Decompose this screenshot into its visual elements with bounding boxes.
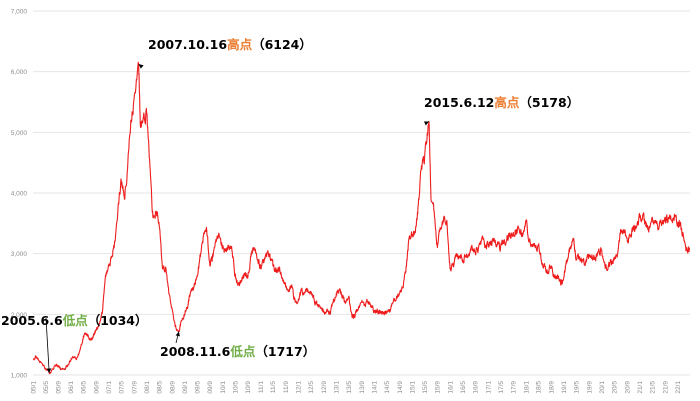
annotation-high: 2015.6.12高点（5178） <box>423 95 579 126</box>
annotation-kind: 低点 <box>62 313 89 328</box>
x-tick-label: 05/9 <box>56 381 63 394</box>
x-tick-label: 10/9 <box>245 381 252 394</box>
x-tick-label: 15/1 <box>409 381 416 394</box>
x-tick-label: 13/9 <box>359 381 366 394</box>
y-tick-label: 7,000 <box>11 9 28 16</box>
x-tick-label: 22/1 <box>675 381 682 394</box>
annotation-label: 2015.6.12高点（5178） <box>424 95 579 110</box>
annotation-kind: 高点 <box>227 37 253 52</box>
x-tick-label: 05/1 <box>30 381 37 394</box>
annotation-date: 2007.10.16 <box>148 37 227 52</box>
annotation-kind: 低点 <box>229 344 256 359</box>
x-tick-label: 05/5 <box>43 381 50 394</box>
y-tick-label: 1,000 <box>11 373 28 380</box>
x-tick-label: 07/9 <box>131 381 138 394</box>
x-tick-label: 21/5 <box>650 381 657 394</box>
annotations: 2005.6.6低点（1034）2007.10.16高点（6124）2008.1… <box>1 37 579 373</box>
annotation-value: （6124） <box>252 37 312 52</box>
annotation-label: 2008.11.6低点（1717） <box>160 344 315 359</box>
annotation-arrowhead <box>138 64 144 69</box>
x-tick-label: 14/9 <box>397 381 404 394</box>
x-axis-tick-labels: 05/1 05/5 05/9 06/1 06/5 06/9 07/1 07/5 07/9 08/1… <box>30 381 682 394</box>
x-tick-label: 16/1 <box>447 381 454 394</box>
x-tick-label: 09/9 <box>207 381 214 394</box>
x-tick-label: 06/9 <box>93 381 100 394</box>
x-tick-label: 16/5 <box>460 381 467 394</box>
annotation-value: （1717） <box>255 344 315 359</box>
x-tick-label: 17/1 <box>485 381 492 394</box>
y-tick-label: 3,000 <box>11 251 28 258</box>
y-axis-tick-labels: 1,000 2,000 3,000 4,000 5,000 6,000 7,000 <box>11 9 28 380</box>
x-tick-label: 06/1 <box>68 381 75 394</box>
annotation-date: 2008.11.6 <box>160 344 231 359</box>
x-tick-label: 08/5 <box>157 381 164 394</box>
y-tick-label: 5,000 <box>11 130 28 137</box>
x-tick-label: 20/9 <box>624 381 631 394</box>
series-layer <box>32 61 691 375</box>
annotation-kind: 高点 <box>494 95 520 110</box>
x-tick-label: 21/9 <box>662 381 669 394</box>
x-tick-label: 11/5 <box>270 381 277 394</box>
x-tick-label: 08/1 <box>144 381 151 394</box>
x-tick-label: 12/5 <box>308 381 315 394</box>
y-tick-label: 2,000 <box>11 312 28 319</box>
x-tick-label: 13/5 <box>346 381 353 394</box>
annotation-label: 2005.6.6低点（1034） <box>1 313 148 328</box>
x-tick-label: 18/5 <box>536 381 543 394</box>
annotation-low: 2008.11.6低点（1717） <box>160 331 315 359</box>
x-tick-label: 14/5 <box>384 381 391 394</box>
x-tick-label: 09/5 <box>194 381 201 394</box>
x-tick-label: 19/9 <box>586 381 593 394</box>
x-tick-label: 11/1 <box>258 381 265 394</box>
annotation-arrowhead <box>46 368 52 373</box>
x-tick-label: 19/5 <box>574 381 581 394</box>
x-tick-label: 19/1 <box>561 381 568 394</box>
x-tick-label: 21/1 <box>637 381 644 394</box>
annotation-date: 2005.6.6 <box>1 313 63 328</box>
x-tick-label: 20/5 <box>612 381 619 394</box>
x-tick-label: 14/1 <box>372 381 379 394</box>
annotation-low: 2005.6.6低点（1034） <box>1 313 148 373</box>
annotation-value: （1034） <box>88 313 148 328</box>
annotation-value: （5178） <box>519 95 579 110</box>
index-line <box>32 61 691 375</box>
x-tick-label: 07/1 <box>106 381 113 394</box>
annotation-arrow <box>45 317 50 373</box>
x-tick-label: 13/1 <box>334 381 341 394</box>
x-tick-label: 12/9 <box>321 381 328 394</box>
x-tick-label: 11/9 <box>283 381 290 394</box>
annotation-arrowhead <box>175 331 180 337</box>
gridlines <box>33 10 690 376</box>
annotation-arrowhead <box>423 121 429 126</box>
x-tick-label: 15/9 <box>435 381 442 394</box>
x-tick-label: 09/1 <box>182 381 189 394</box>
annotation-high: 2007.10.16高点（6124） <box>138 37 312 69</box>
x-tick-label: 10/1 <box>220 381 227 394</box>
y-tick-label: 6,000 <box>11 69 28 76</box>
x-tick-label: 18/1 <box>523 381 530 394</box>
x-tick-label: 16/9 <box>473 381 480 394</box>
x-tick-label: 20/1 <box>599 381 606 394</box>
x-tick-label: 17/5 <box>498 381 505 394</box>
x-tick-label: 17/9 <box>511 381 518 394</box>
x-tick-label: 15/5 <box>422 381 429 394</box>
annotation-date: 2015.6.12 <box>424 95 494 110</box>
x-tick-label: 08/9 <box>169 381 176 394</box>
annotation-label: 2007.10.16高点（6124） <box>148 37 312 52</box>
y-tick-label: 4,000 <box>11 191 28 198</box>
x-tick-label: 12/1 <box>296 381 303 394</box>
x-tick-label: 07/5 <box>119 381 126 394</box>
x-tick-label: 06/5 <box>81 381 88 394</box>
x-tick-label: 18/9 <box>548 381 555 394</box>
x-tick-label: 10/5 <box>232 381 239 394</box>
